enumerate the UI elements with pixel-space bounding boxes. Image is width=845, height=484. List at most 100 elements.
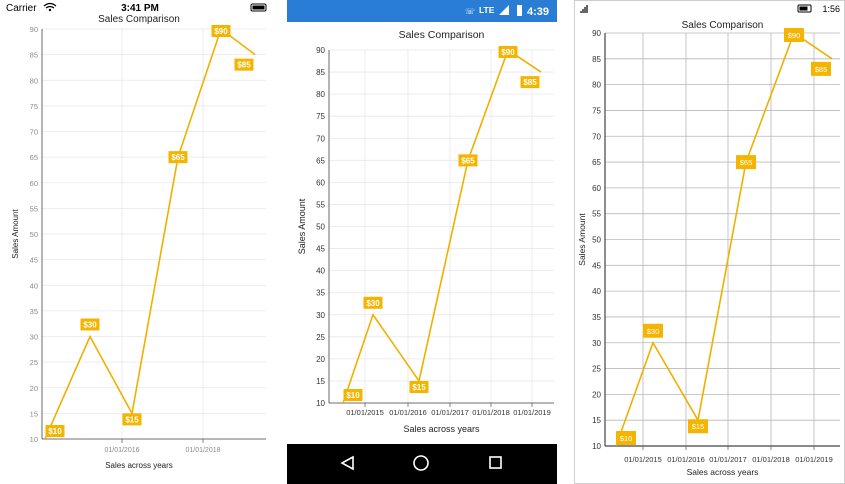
y-tick-label: 80 xyxy=(592,81,601,90)
wifi-icon xyxy=(43,2,57,9)
y-tick-label: 55 xyxy=(30,204,38,213)
data-label: $15 xyxy=(125,415,139,424)
data-label: $30 xyxy=(366,299,380,308)
y-tick-label: 90 xyxy=(30,25,38,34)
y-tick-label: 50 xyxy=(592,236,601,245)
x-tick-label: 01/01/2018 xyxy=(185,447,220,454)
data-label-box xyxy=(122,413,142,426)
y-tick-label: 10 xyxy=(30,435,38,444)
back-icon xyxy=(340,455,354,471)
y-tick-label: 85 xyxy=(592,55,601,64)
x-axis-title: Sales across years xyxy=(105,461,173,470)
data-label-box xyxy=(343,389,363,401)
y-tick-label: 20 xyxy=(316,355,325,364)
x-tick-label: 01/01/2019 xyxy=(513,408,551,417)
home-icon xyxy=(413,455,429,471)
android-screen: ☏ LTE 4:39 10 15 20 25 30 35 40 45 50 55 60 65 70 75 80 85… xyxy=(287,0,557,484)
x-tick-label: 01/01/2017 xyxy=(709,455,747,464)
y-tick-label: 30 xyxy=(316,311,325,320)
data-label-box xyxy=(643,323,663,338)
y-tick-label: 80 xyxy=(316,90,325,99)
data-label-box xyxy=(234,58,254,71)
status-time: 3:41 PM xyxy=(121,3,159,14)
ios-chart: Carrier 3:41 PM 10 15 20 25 30 35 40 45 50 55 60 65 70… xyxy=(6,2,267,470)
y-tick-label: 45 xyxy=(30,256,38,265)
y-tick-label: 45 xyxy=(592,261,601,270)
y-tick-label: 80 xyxy=(30,76,38,85)
y-tick-label: 85 xyxy=(316,68,325,77)
wifi-icon-dot xyxy=(48,8,52,12)
y-axis-title: Sales Amount xyxy=(11,209,20,259)
ios-screen: Carrier 3:41 PM 10 15 20 25 30 35 40 45 50 55 60 65 70… xyxy=(0,0,270,484)
y-tick-label: 40 xyxy=(316,267,325,276)
y-tick-label: 90 xyxy=(316,46,325,55)
y-tick-label: 90 xyxy=(592,29,601,38)
battery-icon xyxy=(517,5,522,16)
chart-title: Sales Comparison xyxy=(98,14,180,25)
data-label-box xyxy=(363,296,383,309)
y-tick-label: 75 xyxy=(316,112,325,121)
x-axis-title: Sales across years xyxy=(403,424,480,434)
data-label: $65 xyxy=(461,156,475,165)
battery-icon xyxy=(797,4,812,13)
x-tick-label: 01/01/2018 xyxy=(752,455,790,464)
x-tick-label: 01/01/2016 xyxy=(389,408,427,417)
status-time: 4:39 xyxy=(527,6,549,18)
y-tick-label: 35 xyxy=(592,313,601,322)
y-tick-label: 10 xyxy=(316,399,325,408)
uwp-screen: 1:56 10 15 20 25 30 35 40 45 50 55 60 65 70 75 80 85 90 01… xyxy=(574,0,845,484)
phone-signal-icon: ☏ xyxy=(465,7,475,16)
y-tick-label: 20 xyxy=(30,384,38,393)
data-label: $85 xyxy=(815,65,828,74)
data-label-box xyxy=(458,154,478,167)
y-tick-label: 15 xyxy=(30,409,38,418)
y-tick-label: 40 xyxy=(30,281,38,290)
y-tick-label: 60 xyxy=(592,184,601,193)
chart-title: Sales Comparison xyxy=(399,29,485,41)
battery-level xyxy=(252,5,265,10)
uwp-chart: 1:56 10 15 20 25 30 35 40 45 50 55 60 65 70 75 80 85 90 01… xyxy=(574,0,845,484)
y-tick-label: 55 xyxy=(316,200,325,209)
data-label: $85 xyxy=(523,78,537,87)
y-tick-label: 40 xyxy=(592,287,601,296)
data-label-box xyxy=(498,46,518,58)
x-tick-label: 01/01/2019 xyxy=(795,455,833,464)
data-label: $65 xyxy=(171,153,185,162)
y-tick-label: 65 xyxy=(316,156,325,165)
data-label-box xyxy=(784,28,804,42)
x-tick-label: 01/01/2016 xyxy=(667,455,705,464)
network-type: LTE xyxy=(479,5,495,15)
y-tick-label: 30 xyxy=(592,339,601,348)
y-tick-label: 45 xyxy=(316,245,325,254)
data-label-box xyxy=(616,431,636,445)
battery-icon xyxy=(250,3,267,12)
status-time: 1:56 xyxy=(822,4,840,14)
x-tick-label: 01/01/2016 xyxy=(104,447,139,454)
y-tick-label: 20 xyxy=(592,390,601,399)
y-tick-label: 50 xyxy=(30,230,38,239)
y-tick-label: 70 xyxy=(30,128,38,137)
y-tick-label: 60 xyxy=(30,179,38,188)
y-tick-label: 70 xyxy=(592,132,601,141)
data-label-box xyxy=(168,151,188,164)
data-label-box xyxy=(520,76,540,89)
data-label-box xyxy=(80,318,100,331)
y-tick-label: 30 xyxy=(30,333,38,342)
data-label-box xyxy=(688,419,708,434)
battery-level xyxy=(799,6,808,11)
data-label: $30 xyxy=(83,321,97,330)
data-label: $15 xyxy=(412,383,426,392)
y-tick-label: 35 xyxy=(316,289,325,298)
data-label: $15 xyxy=(692,422,705,431)
data-label-box xyxy=(811,61,831,76)
android-nav-bar xyxy=(287,444,557,484)
y-tick-label: 15 xyxy=(316,377,325,386)
y-tick-label: 60 xyxy=(316,178,325,187)
signal-icon xyxy=(499,5,509,15)
y-tick-label: 25 xyxy=(316,333,325,342)
y-tick-label: 65 xyxy=(592,158,601,167)
data-label: $90 xyxy=(788,31,801,40)
y-tick-label: 75 xyxy=(592,106,601,115)
y-tick-label: 15 xyxy=(592,416,601,425)
recents-icon xyxy=(489,456,502,469)
